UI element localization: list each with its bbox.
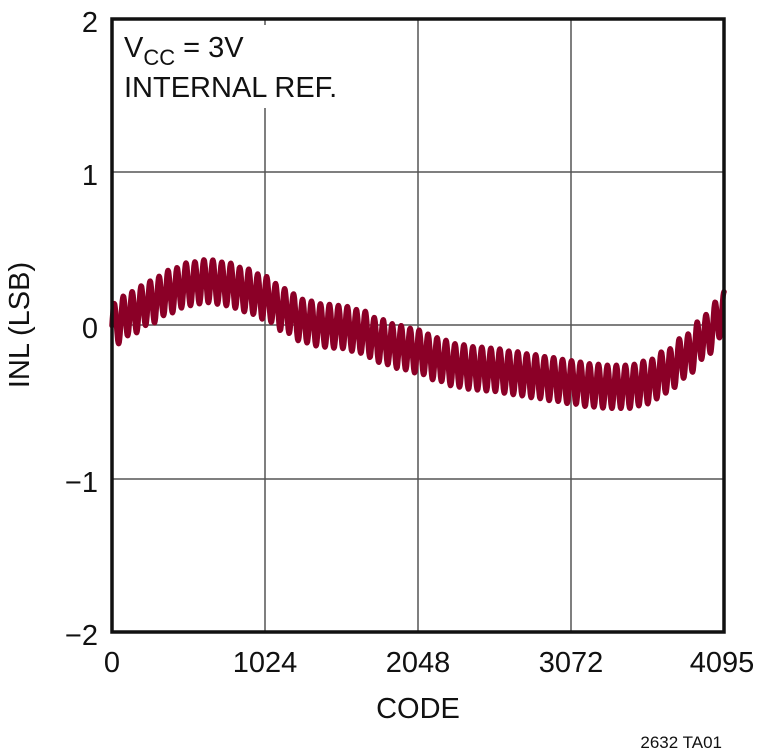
y-tick-neg2: −2 bbox=[65, 620, 98, 652]
y-axis-label: INL (LSB) bbox=[4, 262, 36, 388]
x-axis-label: CODE bbox=[376, 693, 460, 725]
y-tick-neg1: −1 bbox=[65, 467, 98, 499]
x-axis-ticks: 0 1024 2048 3072 4095 bbox=[104, 647, 754, 679]
x-tick-1024: 1024 bbox=[233, 647, 298, 679]
x-tick-3072: 3072 bbox=[539, 647, 604, 679]
y-tick-2: 2 bbox=[82, 7, 98, 39]
annotation-box: VCC = 3V INTERNAL REF. bbox=[124, 32, 337, 104]
plot-frame bbox=[110, 17, 726, 634]
x-tick-2048: 2048 bbox=[386, 647, 451, 679]
y-tick-0: 0 bbox=[82, 313, 98, 345]
y-tick-1: 1 bbox=[82, 160, 98, 192]
x-tick-4095: 4095 bbox=[690, 647, 755, 679]
grid bbox=[112, 19, 724, 632]
x-tick-0: 0 bbox=[104, 647, 120, 679]
y-axis-ticks: 2 1 0 −1 −2 bbox=[65, 7, 98, 652]
reference-label: INTERNAL REF. bbox=[124, 72, 337, 104]
figure-id-footnote: 2632 TA01 bbox=[640, 733, 722, 752]
inl-data-line bbox=[109, 257, 727, 412]
vcc-label: VCC = 3V bbox=[124, 32, 244, 70]
